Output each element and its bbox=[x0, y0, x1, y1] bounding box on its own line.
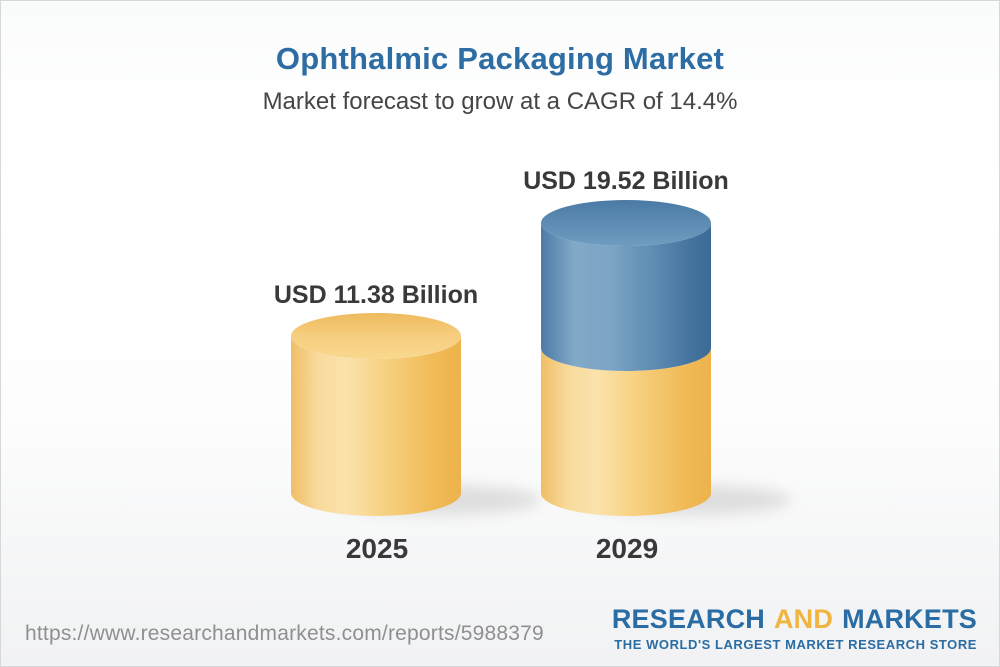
logo-word-markets: MARKETS bbox=[842, 604, 977, 634]
research-and-markets-logo: RESEARCH AND MARKETS THE WORLD'S LARGEST… bbox=[612, 606, 977, 653]
subtitle: Market forecast to grow at a CAGR of 14.… bbox=[262, 88, 738, 115]
cylinder-2029 bbox=[541, 200, 711, 516]
page-title: Ophthalmic Packaging Market bbox=[275, 41, 725, 76]
value-label-2025: USD 11.38 Billion bbox=[273, 281, 479, 309]
year-label-2029: 2029 bbox=[595, 533, 659, 564]
cylinder-2025 bbox=[291, 313, 461, 516]
logo-tagline: THE WORLD'S LARGEST MARKET RESEARCH STOR… bbox=[614, 637, 977, 652]
logo-word-research: RESEARCH bbox=[611, 604, 765, 634]
value-label-2029: USD 19.52 Billion bbox=[523, 167, 729, 195]
logo-wordmark: RESEARCH AND MARKETS bbox=[612, 606, 977, 633]
logo-word-and: AND bbox=[773, 604, 834, 634]
cylinder-2029-base bbox=[541, 348, 711, 516]
report-url: https://www.researchandmarkets.com/repor… bbox=[25, 622, 544, 645]
year-label-2025: 2025 bbox=[345, 533, 409, 564]
cylinder-2029-growth bbox=[541, 223, 711, 371]
